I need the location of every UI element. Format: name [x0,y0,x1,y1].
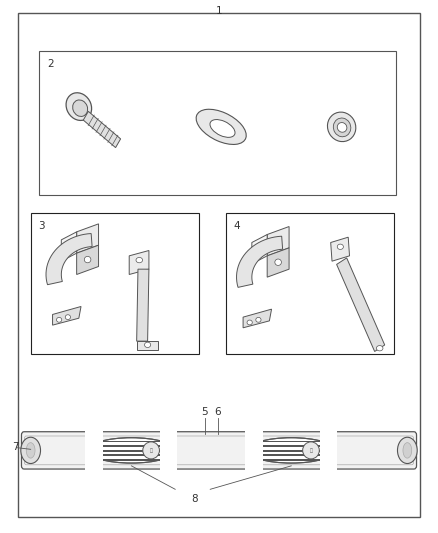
Polygon shape [243,309,272,328]
Polygon shape [267,227,289,256]
Bar [226,213,394,354]
Polygon shape [83,111,120,148]
Polygon shape [77,224,99,253]
Bar [252,455,331,456]
Ellipse shape [145,342,151,348]
Bar [92,445,171,447]
Polygon shape [137,341,158,350]
Text: Ⓡ: Ⓡ [310,448,312,453]
Ellipse shape [337,244,343,249]
Ellipse shape [403,442,412,458]
Text: 6: 6 [214,407,221,417]
Ellipse shape [376,345,383,351]
Polygon shape [77,245,99,274]
Polygon shape [252,235,267,264]
Ellipse shape [88,438,175,463]
Bar [92,441,171,442]
Bar [92,455,171,456]
Text: 4: 4 [233,221,240,231]
Polygon shape [137,269,149,341]
Ellipse shape [143,442,159,459]
Ellipse shape [21,437,40,464]
Bar [92,450,171,451]
Text: 2: 2 [47,59,54,69]
Text: 7: 7 [12,442,19,451]
Ellipse shape [26,442,35,458]
Ellipse shape [57,317,62,322]
Ellipse shape [66,93,92,120]
Polygon shape [61,232,77,261]
Ellipse shape [397,437,417,464]
Polygon shape [237,236,283,287]
Bar [245,425,263,476]
Polygon shape [53,306,81,325]
Text: 5: 5 [201,407,208,417]
Bar [252,445,331,447]
Bar [252,459,331,461]
Ellipse shape [275,259,281,265]
Ellipse shape [196,109,246,144]
Bar [160,425,177,476]
Polygon shape [331,237,350,261]
Bar [85,425,103,476]
FancyBboxPatch shape [21,432,417,469]
Ellipse shape [256,317,261,322]
Bar [252,441,331,442]
Bar [39,51,396,195]
Ellipse shape [65,314,71,320]
Bar [31,213,199,354]
Ellipse shape [247,438,335,463]
Ellipse shape [337,123,347,132]
Ellipse shape [84,256,91,263]
Text: Ⓡ: Ⓡ [150,448,152,453]
Polygon shape [267,248,289,277]
Ellipse shape [303,442,319,459]
Polygon shape [129,251,149,274]
Ellipse shape [210,119,235,138]
Text: 8: 8 [191,494,198,504]
Polygon shape [46,233,92,285]
Text: 3: 3 [39,221,45,231]
Polygon shape [337,258,385,351]
Bar [92,459,171,461]
Bar [320,425,337,476]
Ellipse shape [328,112,356,142]
Ellipse shape [333,118,351,137]
Ellipse shape [247,320,252,325]
Bar [252,450,331,451]
Text: 1: 1 [215,6,223,17]
Ellipse shape [73,100,88,116]
Ellipse shape [136,257,142,263]
